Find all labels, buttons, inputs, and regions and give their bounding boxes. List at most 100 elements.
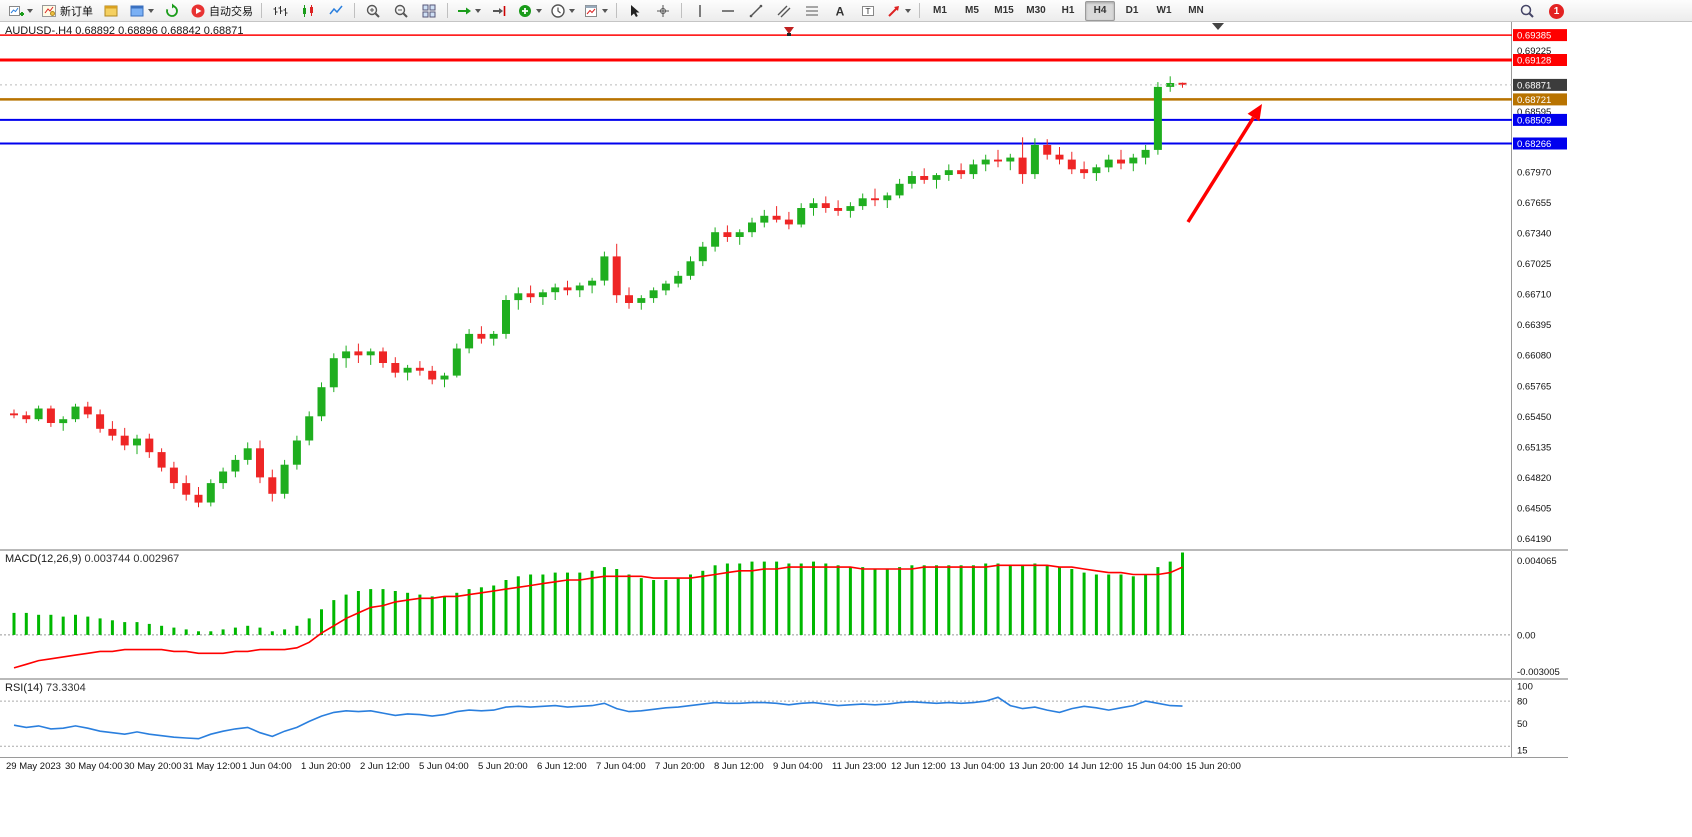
blue-icon	[130, 5, 144, 16]
text-label-button[interactable]: T	[855, 1, 881, 21]
time-axis[interactable]: 29 May 2023 30 May 04:00 30 May 20:00 31 Ma…	[0, 758, 1568, 775]
order-icon	[42, 4, 56, 17]
fibonacci-button[interactable]	[799, 1, 825, 21]
candles-series	[10, 76, 1187, 508]
trendline-button[interactable]	[743, 1, 769, 21]
chart-shift-button[interactable]	[486, 1, 512, 21]
svg-text:0.65765: 0.65765	[1517, 381, 1551, 392]
time-axis-label: 5 Jun 20:00	[478, 761, 528, 772]
svg-text:0.69225: 0.69225	[1517, 46, 1551, 57]
indicators-button[interactable]	[514, 1, 545, 21]
autotrading-label: 自动交易	[209, 5, 253, 18]
zoomin-icon	[366, 4, 380, 18]
zoom-out-button[interactable]	[388, 1, 414, 21]
templates-button[interactable]	[580, 1, 611, 21]
svg-text:15: 15	[1517, 746, 1528, 757]
svg-text:0.69385: 0.69385	[1517, 31, 1551, 42]
svg-text:-0.003005: -0.003005	[1517, 667, 1560, 678]
fibo-icon	[806, 6, 818, 15]
rsi-value: 73.3304	[45, 682, 86, 694]
toolbar-separator	[919, 3, 920, 18]
tf-m15-button[interactable]: M15	[989, 1, 1019, 21]
tf-mn-label: MN	[1188, 5, 1204, 16]
tf-w1-button[interactable]: W1	[1149, 1, 1179, 21]
profiles-button[interactable]	[126, 1, 157, 21]
tf-h1-button[interactable]: H1	[1053, 1, 1083, 21]
chartshift-icon	[493, 5, 506, 16]
dropdown-arrow-icon	[905, 8, 911, 13]
time-axis-label: 13 Jun 20:00	[1009, 761, 1064, 772]
svg-text:0.67025: 0.67025	[1517, 259, 1551, 270]
macd-values: 0.003744 0.002967	[84, 553, 180, 565]
trend-arrow-annotation[interactable]	[1186, 104, 1262, 223]
cursor-button[interactable]	[622, 1, 648, 21]
horizontal-line-button[interactable]	[715, 1, 741, 21]
chart-shift-marker[interactable]	[1212, 23, 1224, 30]
dropdown-arrow-icon	[569, 8, 575, 13]
equidistant-channel-button[interactable]	[771, 1, 797, 21]
svg-text:0.67970: 0.67970	[1517, 168, 1551, 179]
tf-h4-button[interactable]: H4	[1085, 0, 1115, 21]
svg-text:0.67655: 0.67655	[1517, 198, 1551, 209]
panel-divider[interactable]	[0, 549, 1568, 551]
candlestick-chart-button[interactable]	[295, 1, 321, 21]
line-chart-button[interactable]	[323, 1, 349, 21]
main-chart-canvas[interactable]: 0.69225 0.68595 0.67970 0.67655 0.67340 0.670…	[0, 22, 1568, 549]
macd-axis: 0.004065 0.00 -0.003005	[1517, 556, 1560, 678]
tf-m5-label: M5	[965, 5, 979, 16]
time-axis-label: 1 Jun 20:00	[301, 761, 351, 772]
notification-count: 1	[1553, 5, 1560, 17]
autotrading-button[interactable]: 自动交易	[187, 1, 256, 21]
gold-icon	[104, 5, 118, 16]
vertical-line-button[interactable]	[687, 1, 713, 21]
time-axis-label: 31 May 12:00	[183, 761, 241, 772]
tile-windows-button[interactable]	[416, 1, 442, 21]
dropdown-arrow-icon	[27, 8, 33, 13]
refresh-button[interactable]	[159, 1, 185, 21]
clock-icon	[551, 3, 565, 18]
tf-m5-button[interactable]: M5	[957, 1, 987, 21]
tf-w1-label: W1	[1156, 5, 1172, 16]
text-button[interactable]: A	[827, 1, 853, 21]
time-axis-label: 14 Jun 12:00	[1068, 761, 1123, 772]
svg-text:0.65450: 0.65450	[1517, 412, 1551, 423]
zoom-in-button[interactable]	[360, 1, 386, 21]
time-axis-label: 5 Jun 04:00	[419, 761, 469, 772]
tf-m1-button[interactable]: M1	[925, 1, 955, 21]
svg-text:T: T	[865, 5, 870, 15]
rsi-indicator-label: RSI(14) 73.3304	[5, 682, 86, 694]
rsi-panel-canvas[interactable]: 100 80 50 15	[0, 680, 1568, 757]
periods-button[interactable]	[547, 1, 578, 21]
time-axis-label: 15 Jun 20:00	[1186, 761, 1241, 772]
toolbar-right-group: 1	[1513, 0, 1564, 22]
template-icon	[585, 4, 597, 17]
tf-h1-label: H1	[1061, 5, 1075, 16]
price-level-label: 0.68721	[1513, 93, 1567, 106]
auto-scroll-button[interactable]	[453, 1, 484, 21]
dropdown-arrow-icon	[148, 8, 154, 13]
charts-grid-button[interactable]	[98, 1, 124, 21]
zoomout-icon	[394, 4, 408, 18]
crosshair-button[interactable]	[650, 1, 676, 21]
hline-icon	[722, 9, 734, 12]
notifications-badge[interactable]: 1	[1549, 3, 1564, 19]
rsi-name: RSI(14)	[5, 682, 43, 694]
tf-d1-button[interactable]: D1	[1117, 1, 1147, 21]
macd-panel-canvas[interactable]: 0.004065 0.00 -0.003005	[0, 551, 1568, 678]
time-axis-label: 9 Jun 04:00	[773, 761, 823, 772]
tf-m30-button[interactable]: M30	[1021, 1, 1051, 21]
horizontal-level-lines[interactable]	[0, 34, 1512, 145]
tf-m30-label: M30	[1026, 5, 1046, 16]
panel-divider[interactable]	[0, 678, 1568, 680]
cursor-icon	[631, 4, 640, 17]
time-axis-label: 30 May 20:00	[124, 761, 182, 772]
svg-text:0.68871: 0.68871	[1517, 80, 1551, 91]
new-chart-button[interactable]	[5, 1, 36, 21]
tf-mn-button[interactable]: MN	[1181, 1, 1211, 21]
bar-chart-button[interactable]	[267, 1, 293, 21]
new-order-button[interactable]: 新订单	[38, 1, 96, 21]
search-button[interactable]	[1514, 1, 1540, 21]
arrows-button[interactable]	[883, 1, 914, 21]
toolbar: 新订单 自动交易 A T M1 M5 M15 M30 H1 H4 D1 W1 MN	[0, 0, 1692, 22]
current-price-label: 0.68871	[1513, 78, 1567, 91]
